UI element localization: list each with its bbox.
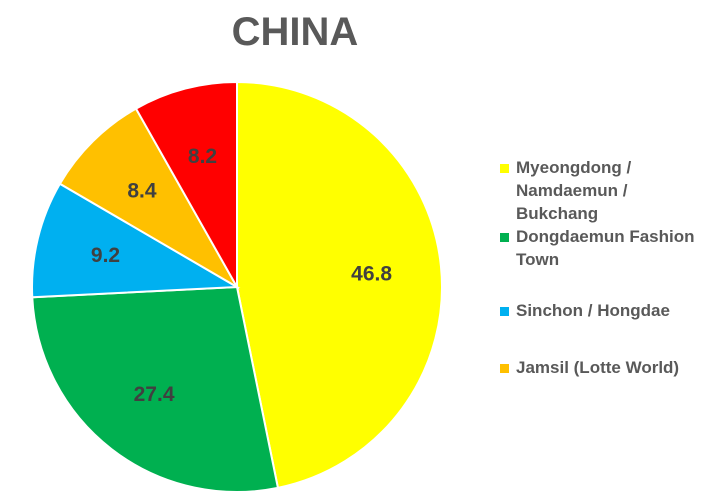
legend-swatch: [500, 233, 509, 242]
legend-swatch: [500, 364, 509, 373]
pie-slice: [134, 80, 238, 291]
legend-label: Dongdaemun Fashion Town: [516, 227, 695, 269]
pie-slice: [31, 285, 280, 493]
pie-slice: [236, 80, 443, 490]
legend-swatch: [500, 307, 509, 316]
legend-item: Dongdaemun Fashion Town: [500, 225, 705, 271]
legend-item: Myeongdong / Namdaemun / Bukchang: [500, 156, 705, 225]
legend-item: Sinchon / Hongdae: [500, 299, 705, 322]
legend-item: Jamsil (Lotte World): [500, 356, 705, 379]
slice-data-label: 46.8: [351, 262, 392, 285]
slice-data-label: 27.4: [134, 383, 175, 406]
pie-slice: [31, 182, 241, 299]
legend-label: Sinchon / Hongdae: [516, 301, 670, 320]
chart-title: CHINA: [231, 10, 359, 54]
slice-data-label: 9.2: [91, 244, 120, 267]
slice-data-label: 8.4: [127, 180, 157, 203]
pie-slice: [58, 107, 240, 290]
slice-data-label: 8.2: [188, 145, 217, 168]
legend-label: Myeongdong / Namdaemun / Bukchang: [516, 158, 632, 223]
legend-label: Jamsil (Lotte World): [516, 358, 680, 377]
legend: Myeongdong / Namdaemun / Bukchang Dongdae…: [500, 156, 705, 379]
legend-swatch: [500, 164, 509, 173]
